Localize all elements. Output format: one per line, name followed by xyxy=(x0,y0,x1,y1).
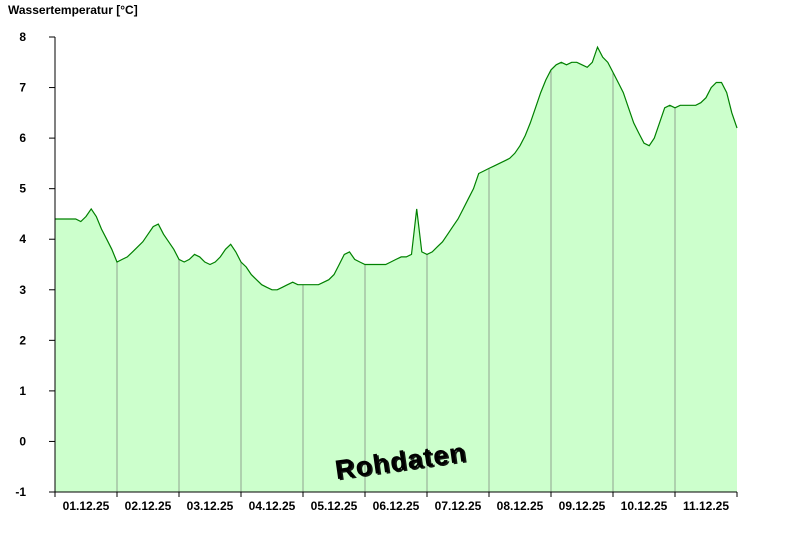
x-tick-label: 02.12.25 xyxy=(125,499,172,513)
x-tick-label: 11.12.25 xyxy=(683,499,729,513)
y-tick-label: 2 xyxy=(19,333,26,347)
x-tick-label: 09.12.25 xyxy=(559,499,606,513)
series-area xyxy=(55,47,737,492)
chart-title: Wassertemperatur [°C] xyxy=(8,3,138,17)
x-tick-label: 04.12.25 xyxy=(249,499,296,513)
x-tick-label: 03.12.25 xyxy=(187,499,234,513)
y-tick-label: 1 xyxy=(19,384,26,398)
y-tick-label: 5 xyxy=(19,182,26,196)
y-tick-label: 4 xyxy=(19,232,26,246)
y-tick-label: 0 xyxy=(19,434,26,448)
y-tick-label: 8 xyxy=(19,30,26,44)
y-tick-label: -1 xyxy=(15,485,26,499)
y-tick-label: 7 xyxy=(19,81,26,95)
series-line xyxy=(55,45,738,291)
x-tick-label: 08.12.25 xyxy=(497,499,544,513)
y-tick-label: 3 xyxy=(19,283,26,297)
x-tick-label: 05.12.25 xyxy=(311,499,358,513)
x-tick-label: 06.12.25 xyxy=(373,499,420,513)
y-tick-label: 6 xyxy=(19,131,26,145)
x-tick-label: 01.12.25 xyxy=(63,499,110,513)
x-tick-label: 07.12.25 xyxy=(435,499,482,513)
x-tick-label: 10.12.25 xyxy=(621,499,668,513)
